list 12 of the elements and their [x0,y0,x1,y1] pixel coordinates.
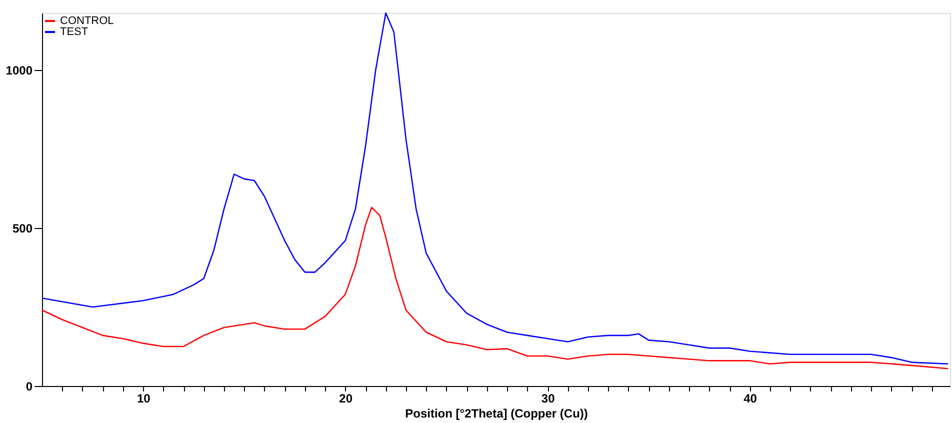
line-series [41,206,949,370]
x-tick-label: 10 [136,392,151,406]
x-axis-title: Position [°2Theta] (Copper (Cu)) [405,406,588,420]
x-tick-label: 40 [744,392,758,406]
x-tick-label: 20 [339,392,353,406]
y-tick-label: 0 [26,380,33,394]
legend-label: TEST [60,26,88,38]
legend-label: CONTROL [60,15,114,27]
x-tick-label: 30 [541,392,556,406]
y-tick-label: 1000 [6,63,33,78]
line-series [41,12,949,365]
y-tick-label: 500 [12,221,33,236]
